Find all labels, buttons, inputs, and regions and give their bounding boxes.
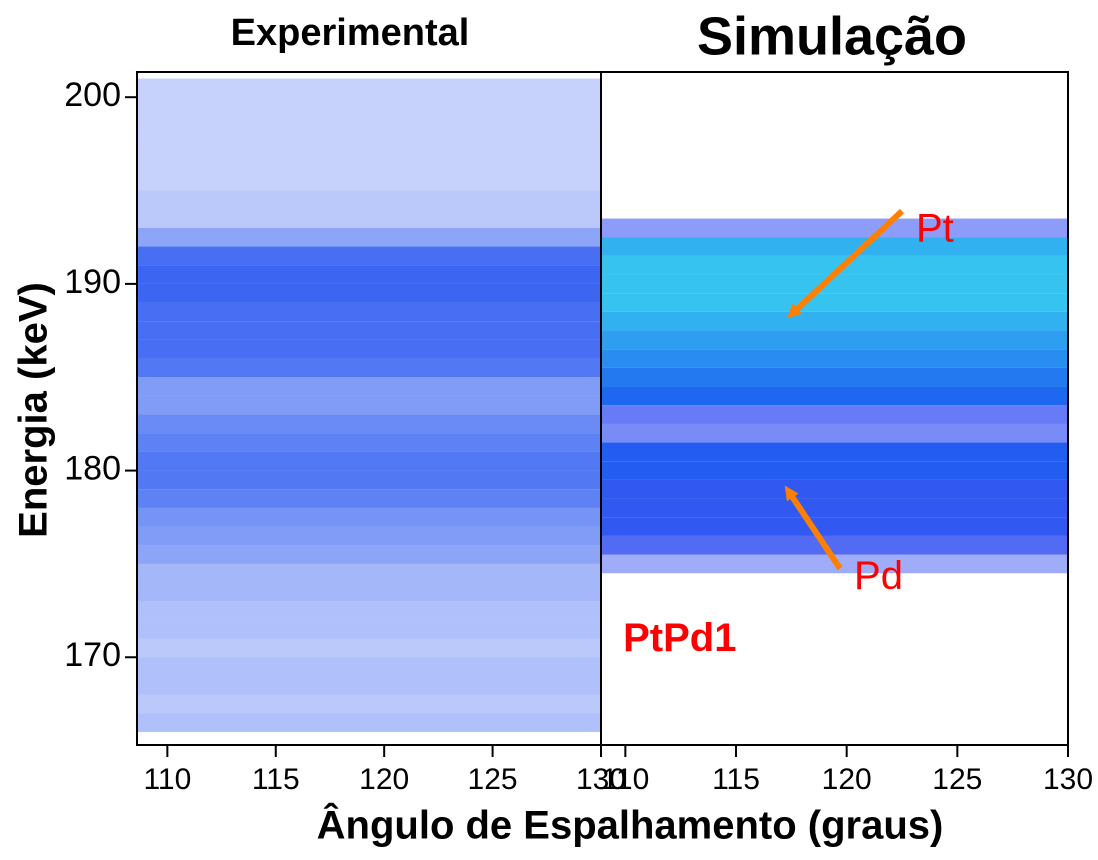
heat-row: [137, 358, 601, 378]
heat-row: [137, 377, 601, 396]
heat-row: [601, 423, 1068, 443]
heat-row: [137, 227, 601, 247]
x-tick-label: 130: [576, 763, 626, 796]
x-axis-label: Ângulo de Espalhamento (graus): [317, 802, 944, 848]
heat-row: [137, 115, 601, 135]
annotation-arrow: [789, 494, 843, 571]
heat-row: [137, 582, 601, 602]
heat-row: [601, 498, 1068, 518]
heat-row: [601, 293, 1068, 312]
heat-row: [137, 209, 601, 228]
heat-row: [601, 311, 1068, 331]
annotation-arrow: [794, 208, 905, 312]
panel-title: Experimental: [231, 12, 470, 54]
heat-row: [137, 545, 601, 564]
y-tick-label: 180: [64, 450, 121, 488]
heat-row: [137, 657, 601, 676]
heat-row: [137, 134, 601, 154]
heat-row: [137, 339, 601, 359]
heat-row: [601, 330, 1068, 350]
annotation-arrowhead: [784, 485, 799, 502]
heat-row: [137, 619, 601, 639]
heat-row: [137, 302, 601, 322]
heat-row: [137, 675, 601, 695]
annotation-label: PtPd1: [623, 616, 736, 660]
heat-row: [137, 265, 601, 284]
heat-row: [601, 367, 1068, 387]
annotation-label: Pd: [854, 554, 903, 598]
heat-row: [137, 601, 601, 620]
x-tick-label: 120: [822, 763, 872, 796]
heat-row: [137, 78, 601, 98]
heat-row: [137, 283, 601, 303]
heat-row: [137, 489, 601, 508]
x-tick-label: 110: [601, 763, 649, 796]
heat-row: [137, 470, 601, 490]
heat-row: [601, 517, 1068, 536]
heat-row: [601, 237, 1068, 256]
heat-row: [601, 274, 1068, 294]
heat-row: [601, 479, 1068, 499]
panel-title: Simulação: [697, 6, 967, 66]
heat-row: [601, 535, 1068, 555]
heat-row: [137, 321, 601, 340]
heat-row: [137, 190, 601, 210]
heat-row: [601, 442, 1068, 462]
heat-row: [137, 694, 601, 714]
heat-row: [137, 526, 601, 546]
y-tick-label: 200: [64, 76, 121, 114]
y-axis-label: Energia (keV): [12, 282, 56, 538]
heat-row: [137, 153, 601, 172]
heat-row: [601, 218, 1068, 238]
heat-row: [601, 461, 1068, 480]
heat-row: [137, 563, 601, 583]
plot-frame: [600, 71, 1069, 746]
heat-row: [137, 246, 601, 266]
x-tick-label: 115: [712, 763, 760, 796]
x-tick-label: 125: [932, 763, 982, 796]
heat-row: [601, 349, 1068, 368]
heat-row: [137, 433, 601, 452]
y-tick-label: 170: [64, 636, 121, 674]
heat-row: [137, 638, 601, 658]
heat-row: [137, 97, 601, 116]
x-tick-label: 130: [1043, 763, 1093, 796]
heat-row: [137, 414, 601, 434]
heat-row: [137, 713, 601, 732]
heat-row: [137, 395, 601, 415]
x-tick-label: 120: [359, 763, 409, 796]
x-tick-label: 115: [252, 763, 300, 796]
y-tick-label: 190: [64, 263, 121, 301]
heat-row: [601, 386, 1068, 406]
heat-row: [137, 507, 601, 527]
x-tick-label: 110: [143, 763, 191, 796]
heat-row: [601, 255, 1068, 275]
heat-row: [601, 405, 1068, 424]
x-tick-label: 125: [468, 763, 518, 796]
annotation-arrowhead: [786, 303, 803, 319]
heat-row: [137, 171, 601, 191]
annotation-label: Pt: [916, 207, 954, 251]
heat-row: [137, 451, 601, 471]
